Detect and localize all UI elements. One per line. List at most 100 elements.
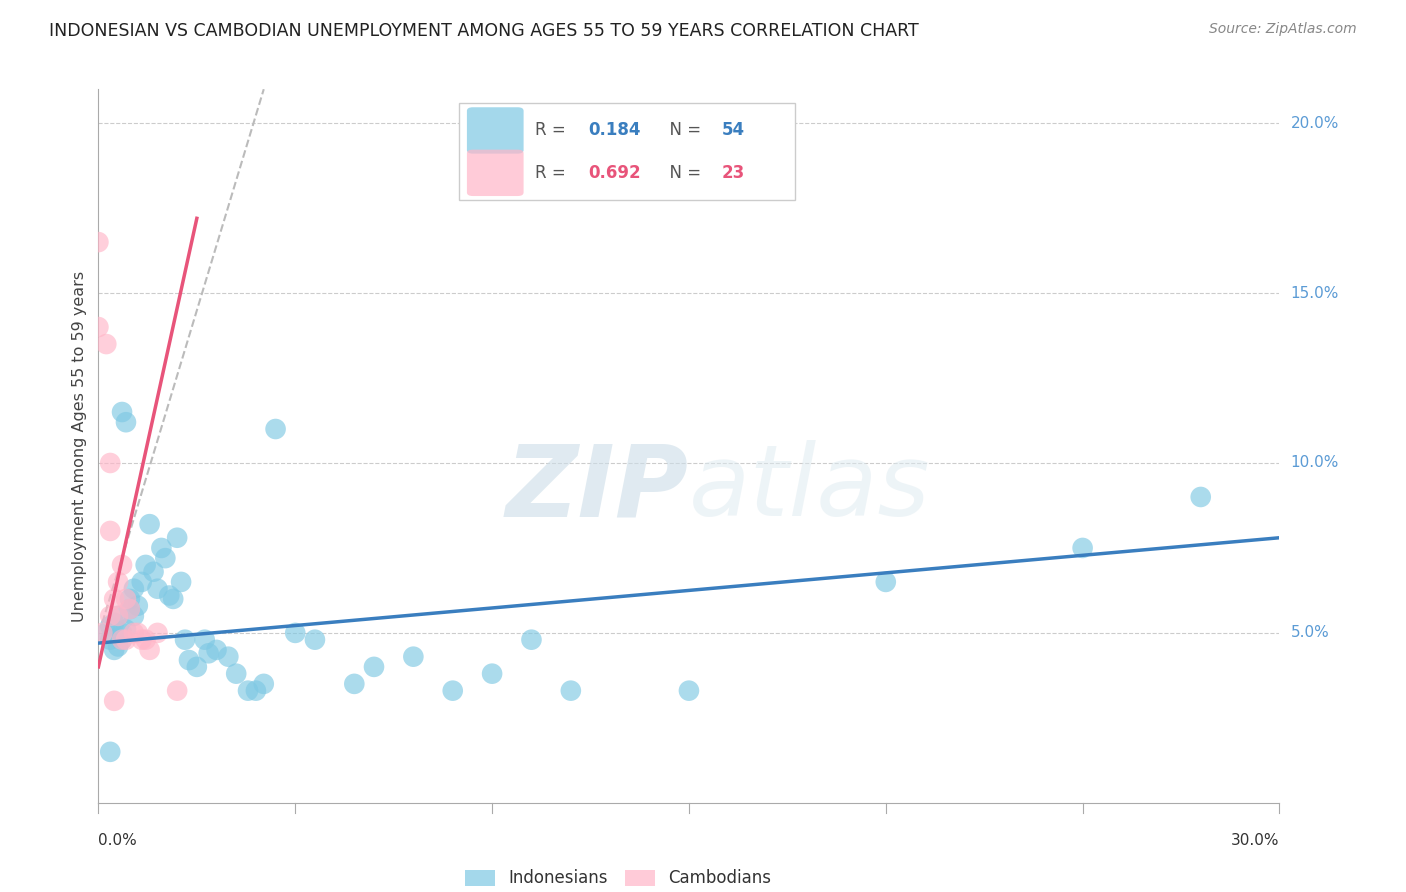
Point — [135, 632, 157, 647]
Text: R =: R = — [536, 164, 571, 182]
Point — [98, 524, 121, 538]
Point — [91, 626, 114, 640]
Point — [118, 591, 141, 606]
Point — [560, 683, 582, 698]
Point — [157, 589, 180, 603]
Point — [253, 677, 276, 691]
Point — [343, 677, 366, 691]
Point — [1189, 490, 1212, 504]
Point — [678, 683, 700, 698]
Point — [186, 660, 208, 674]
Point — [194, 632, 217, 647]
Text: 20.0%: 20.0% — [1291, 116, 1339, 131]
Point — [122, 608, 145, 623]
Point — [122, 626, 145, 640]
Text: INDONESIAN VS CAMBODIAN UNEMPLOYMENT AMONG AGES 55 TO 59 YEARS CORRELATION CHART: INDONESIAN VS CAMBODIAN UNEMPLOYMENT AMO… — [49, 22, 920, 40]
Point — [115, 415, 138, 429]
Text: atlas: atlas — [689, 441, 931, 537]
Point — [118, 602, 141, 616]
Point — [111, 632, 134, 647]
Text: 5.0%: 5.0% — [1291, 625, 1329, 640]
Text: 15.0%: 15.0% — [1291, 285, 1339, 301]
Text: 23: 23 — [723, 164, 745, 182]
Point — [107, 608, 129, 623]
Point — [177, 653, 200, 667]
Point — [96, 337, 118, 351]
Point — [197, 646, 219, 660]
Text: ZIP: ZIP — [506, 441, 689, 537]
Point — [118, 602, 141, 616]
Text: N =: N = — [659, 121, 707, 139]
Point — [115, 623, 138, 637]
Point — [103, 591, 125, 606]
Point — [111, 626, 134, 640]
Point — [87, 235, 110, 249]
Point — [131, 574, 153, 589]
Point — [107, 640, 129, 654]
Point — [174, 632, 197, 647]
Point — [166, 683, 188, 698]
Point — [481, 666, 503, 681]
Point — [155, 551, 177, 566]
Point — [103, 643, 125, 657]
Point — [98, 632, 121, 647]
Point — [205, 643, 228, 657]
Legend: Indonesians, Cambodians: Indonesians, Cambodians — [458, 863, 778, 892]
Point — [103, 694, 125, 708]
Point — [103, 615, 125, 630]
Point — [441, 683, 464, 698]
Point — [245, 683, 267, 698]
Point — [131, 632, 153, 647]
FancyBboxPatch shape — [467, 150, 523, 196]
Point — [122, 582, 145, 596]
Point — [87, 320, 110, 334]
Point — [107, 608, 129, 623]
Point — [875, 574, 897, 589]
Point — [142, 565, 165, 579]
Point — [138, 643, 160, 657]
Point — [146, 626, 169, 640]
Point — [115, 591, 138, 606]
Point — [146, 582, 169, 596]
Point — [520, 632, 543, 647]
Text: 30.0%: 30.0% — [1232, 833, 1279, 848]
Point — [236, 683, 259, 698]
Point — [402, 649, 425, 664]
Point — [107, 574, 129, 589]
Text: Source: ZipAtlas.com: Source: ZipAtlas.com — [1209, 22, 1357, 37]
Point — [111, 558, 134, 572]
Point — [127, 626, 149, 640]
FancyBboxPatch shape — [458, 103, 796, 200]
Point — [111, 405, 134, 419]
Point — [98, 456, 121, 470]
Point — [217, 649, 239, 664]
Point — [115, 632, 138, 647]
Text: 10.0%: 10.0% — [1291, 456, 1339, 470]
Text: 54: 54 — [723, 121, 745, 139]
Point — [363, 660, 385, 674]
Point — [162, 591, 184, 606]
Point — [284, 626, 307, 640]
Point — [1071, 541, 1094, 555]
Point — [170, 574, 193, 589]
Text: N =: N = — [659, 164, 707, 182]
Point — [138, 517, 160, 532]
Point — [96, 626, 118, 640]
Y-axis label: Unemployment Among Ages 55 to 59 years: Unemployment Among Ages 55 to 59 years — [72, 270, 87, 622]
Point — [225, 666, 247, 681]
Point — [135, 558, 157, 572]
Point — [98, 745, 121, 759]
Text: 0.184: 0.184 — [589, 121, 641, 139]
Point — [98, 619, 121, 633]
Point — [127, 599, 149, 613]
Text: 0.0%: 0.0% — [98, 833, 138, 848]
Point — [150, 541, 173, 555]
FancyBboxPatch shape — [467, 107, 523, 153]
Text: 0.692: 0.692 — [589, 164, 641, 182]
Point — [166, 531, 188, 545]
Point — [264, 422, 287, 436]
Point — [111, 632, 134, 647]
Point — [304, 632, 326, 647]
Text: R =: R = — [536, 121, 571, 139]
Point — [98, 608, 121, 623]
